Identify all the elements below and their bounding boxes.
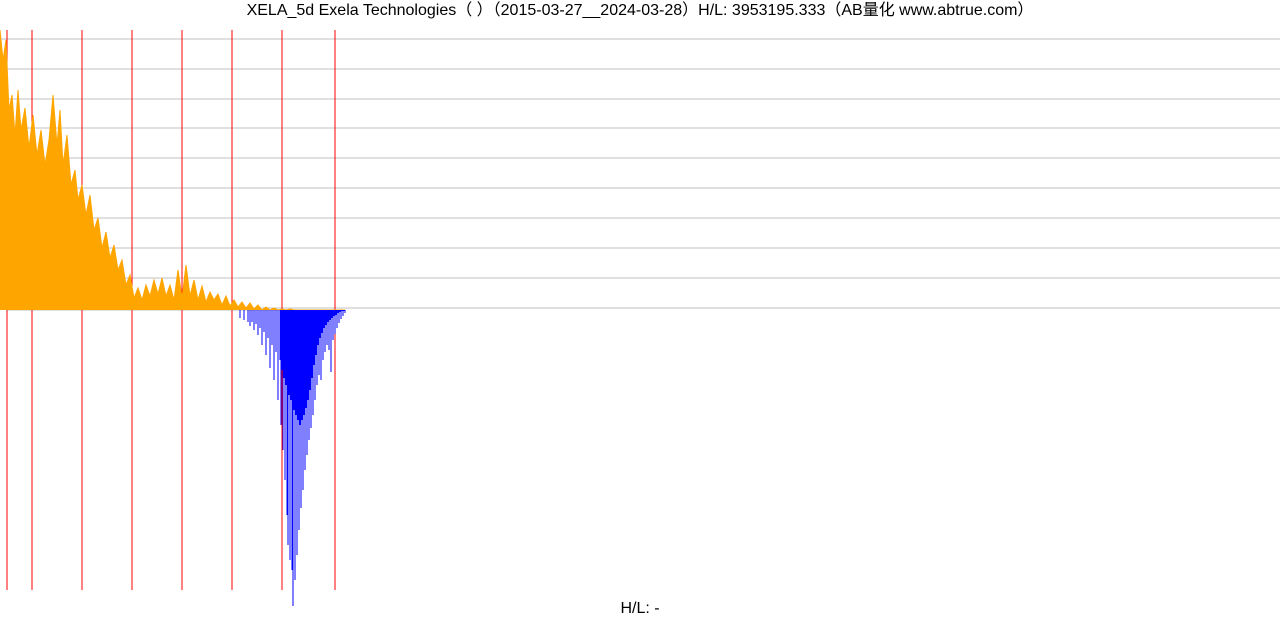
chart-footer: H/L: -	[0, 598, 1280, 620]
lower-chart	[0, 310, 350, 620]
upper-chart	[0, 30, 1280, 310]
chart-container: XELA_5d Exela Technologies（ ）（2015-03-27…	[0, 0, 1280, 620]
chart-title: XELA_5d Exela Technologies（ ）（2015-03-27…	[0, 0, 1280, 22]
